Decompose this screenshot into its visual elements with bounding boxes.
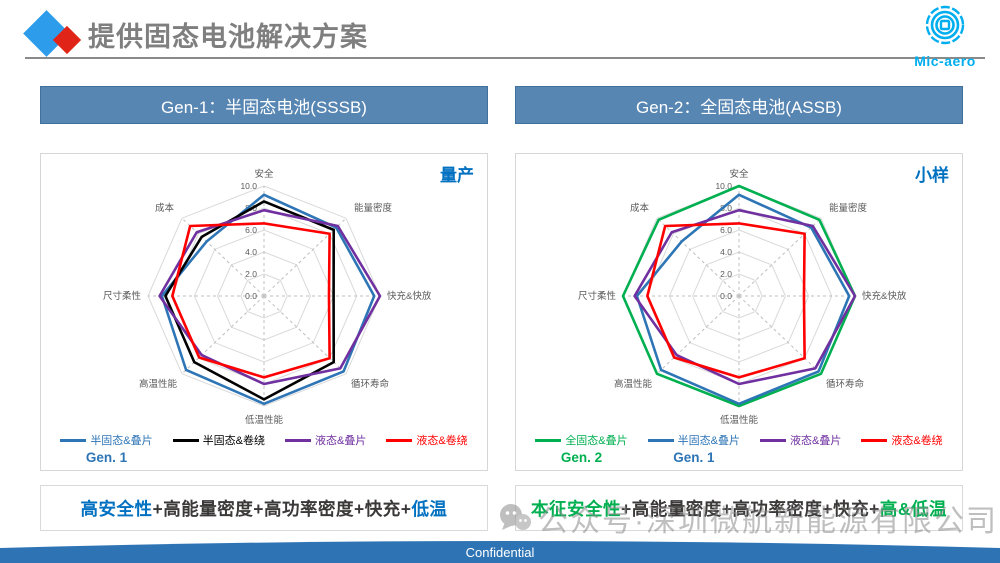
- section-header-gen1: Gen-1：半固态电池(SSSB): [40, 86, 488, 124]
- axis-spoke: [738, 295, 822, 375]
- axis-label: 能量密度: [354, 202, 393, 214]
- legend-color-line: [386, 438, 413, 442]
- footer-wave: [0, 541, 1000, 563]
- series-液态&卷绕: [646, 222, 806, 379]
- series-液态&卷绕: [171, 222, 331, 379]
- tick-label: 4.0: [245, 247, 257, 257]
- legend-color-line: [535, 438, 562, 442]
- axis-label: 循环寿命: [351, 378, 390, 390]
- title-underline: [25, 57, 985, 59]
- series-全固态&叠片: [621, 184, 857, 408]
- tick-label: 0.0: [245, 291, 257, 301]
- legend-item: 半固态&叠片 Gen. 1: [647, 432, 740, 467]
- axis-label: 快充&快放: [862, 290, 907, 302]
- axis-label: 循环寿命: [826, 378, 865, 390]
- legend-label: 液态&卷绕: [891, 435, 943, 447]
- tick-label: 6.0: [720, 225, 732, 235]
- axis-label: 能量密度: [829, 202, 868, 214]
- axis-spoke: [181, 217, 265, 297]
- radar-panel-gen1: 量产 0.0 2.0 4.0 6.0 8.0 10.0 安全 能量密度 快充&快放 循环寿命 低温性…: [40, 153, 488, 471]
- legend-item: 半固态&卷绕: [172, 432, 265, 467]
- generation-label: Gen. 2: [560, 450, 603, 465]
- summary-box-gen2: 本征安全性 +高能量密度+高功率密度+快充+ 高&低温: [515, 485, 963, 531]
- title-row: 提供固态电池解决方案: [23, 10, 368, 58]
- summary-segment: +高能量密度+高功率密度+快充+: [152, 498, 412, 519]
- grid-ring: [240, 273, 288, 319]
- legend-label: 半固态&叠片: [677, 435, 740, 447]
- summary-segment: 高&低温: [879, 498, 948, 519]
- stage-label-right: 小样: [915, 166, 949, 185]
- tick-label: 2.0: [720, 269, 732, 279]
- axis-label: 快充&快放: [387, 290, 432, 302]
- axis-spoke: [656, 295, 740, 375]
- axis-spoke: [181, 295, 265, 375]
- axis-label: 尺寸柔性: [103, 290, 142, 302]
- legend-item: 液态&叠片: [760, 432, 841, 467]
- summary-box-gen1: 高安全性 +高能量密度+高功率密度+快充+ 低温: [40, 485, 488, 531]
- summary-segment: 本征安全性: [530, 498, 621, 519]
- radar-panel-gen2: 小样 0.0 2.0 4.0 6.0 8.0 10.0 安全能量密度快充&快放循环寿命低温性…: [515, 153, 963, 471]
- legend-row-left: 半固态&叠片 Gen. 1 半固态&卷绕 液态&叠片 液态&卷绕: [41, 432, 487, 467]
- legend-row-right: 全固态&叠片 Gen. 2 半固态&叠片 Gen. 1 液态&叠片 液态&卷绕: [516, 432, 962, 467]
- company-logo-text: Mic-aero: [914, 53, 976, 69]
- summary-segment: +高能量密度+高功率密度+快充+: [620, 498, 880, 519]
- legend-color-line: [172, 438, 199, 442]
- legend-color-line: [760, 438, 786, 442]
- radar-chart-gen1: 0.02.04.06.08.010.0安全能量密度快充&快放循环寿命低温性能高温…: [103, 168, 432, 426]
- axis-label: 成本: [155, 202, 175, 214]
- legend-label: 液态&叠片: [790, 435, 842, 447]
- axis-label: 安全: [729, 168, 749, 180]
- axis-label: 成本: [630, 202, 650, 214]
- legend-label: 半固态&叠片: [90, 435, 153, 447]
- axis-label: 尺寸柔性: [578, 290, 617, 302]
- axis-label: 高温性能: [139, 378, 178, 390]
- axis-spoke: [656, 217, 740, 297]
- tick-label: 4.0: [720, 247, 732, 257]
- generation-label: Gen. 1: [85, 450, 128, 465]
- tick-label: 0.0: [720, 291, 732, 301]
- axis-spoke: [738, 217, 822, 297]
- legend-label: 全固态&叠片: [565, 435, 628, 447]
- series-半固态&叠片: [160, 193, 376, 406]
- legend-label: 半固态&卷绕: [202, 435, 265, 447]
- axis-label: 低温性能: [245, 414, 284, 426]
- axis-spoke: [263, 295, 347, 375]
- grid-ring: [715, 273, 763, 319]
- axis-label: 安全: [254, 168, 274, 180]
- legend-item: 液态&卷绕: [386, 432, 468, 467]
- tick-label: 2.0: [245, 269, 257, 279]
- axis-label: 低温性能: [720, 414, 759, 426]
- legend-item: 液态&叠片: [285, 432, 366, 467]
- page-title: 提供固态电池解决方案: [88, 21, 368, 52]
- confidential-label: Confidential: [465, 545, 535, 560]
- legend-label: 液态&卷绕: [416, 435, 468, 447]
- legend-color-line: [60, 438, 87, 442]
- legend-item: 全固态&叠片 Gen. 2: [535, 432, 628, 467]
- tick-label: 6.0: [245, 225, 257, 235]
- generation-label: Gen. 1: [673, 450, 715, 465]
- legend-item: 半固态&叠片 Gen. 1: [60, 432, 153, 467]
- spiral-circle-icon: [925, 5, 965, 45]
- axis-label: 高温性能: [614, 378, 653, 390]
- summary-segment: 高安全性: [80, 498, 153, 519]
- company-logo: Mic-aero: [905, 4, 985, 69]
- series-液态&叠片: [633, 208, 857, 386]
- legend-color-line: [285, 438, 311, 442]
- tick-label: 8.0: [720, 203, 732, 213]
- series-半固态&叠片: [635, 193, 851, 406]
- legend-color-line: [647, 438, 674, 442]
- tick-label: 10.0: [715, 181, 732, 191]
- series-半固态&卷绕: [164, 200, 336, 401]
- stage-label-left: 量产: [440, 166, 474, 185]
- axis-spoke: [263, 217, 347, 297]
- legend-item: 液态&卷绕: [861, 432, 943, 467]
- summary-segment: 低温: [411, 498, 448, 519]
- legend-label: 液态&叠片: [315, 435, 367, 447]
- diamond-logo-icon: [23, 10, 84, 58]
- tick-label: 10.0: [240, 181, 257, 191]
- section-header-gen2: Gen-2：全固态电池(ASSB): [515, 86, 963, 124]
- legend-color-line: [861, 438, 888, 442]
